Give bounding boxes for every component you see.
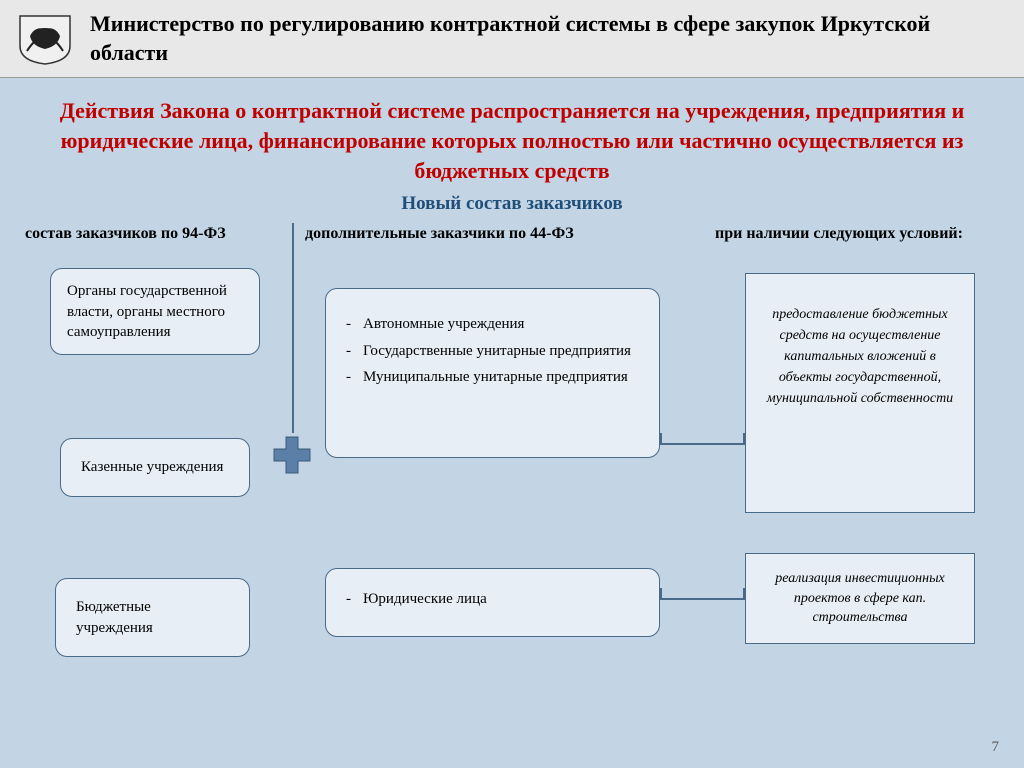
main-title: Действия Закона о контрактной системе ра… [0, 78, 1024, 193]
header-title: Министерство по регулированию контрактно… [90, 10, 1009, 67]
connector-line-2 [660, 598, 745, 600]
box-condition-investment: реализация инвестиционных проектов в сфе… [745, 553, 975, 644]
list-item-text: Юридические лица [363, 589, 487, 609]
box-condition-capital: предоставление бюджетных средств на осущ… [745, 273, 975, 513]
box-budget-institutions: Бюджетные учреждения [55, 578, 250, 657]
vertical-connector [292, 223, 294, 433]
list-item-text: Государственные унитарные предприятия [363, 341, 631, 361]
header: Министерство по регулированию контрактно… [0, 0, 1024, 78]
coat-of-arms-icon [15, 11, 75, 66]
page-number: 7 [992, 739, 1000, 756]
connector-line-1 [660, 443, 745, 445]
list-item-text: Муниципальные унитарные предприятия [363, 367, 628, 387]
list-item-text: Автономные учреждения [363, 314, 524, 334]
diagram-area: Органы государственной власти, органы ме… [0, 243, 1024, 743]
box-government-bodies: Органы государственной власти, органы ме… [50, 268, 260, 355]
plus-icon [270, 433, 314, 477]
column-header-1: состав заказчиков по 94-ФЗ [25, 225, 275, 243]
column-header-2: дополнительные заказчики по 44-ФЗ [275, 225, 695, 243]
box-treasury-institutions: Казенные учреждения [60, 438, 250, 496]
box-additional-customers: -Автономные учреждения -Государственные … [325, 288, 660, 458]
box-legal-entities: -Юридические лица [325, 568, 660, 636]
columns-header: состав заказчиков по 94-ФЗ дополнительны… [0, 225, 1024, 243]
subtitle: Новый состав заказчиков [0, 193, 1024, 215]
column-header-3: при наличии следующих условий: [695, 225, 975, 243]
